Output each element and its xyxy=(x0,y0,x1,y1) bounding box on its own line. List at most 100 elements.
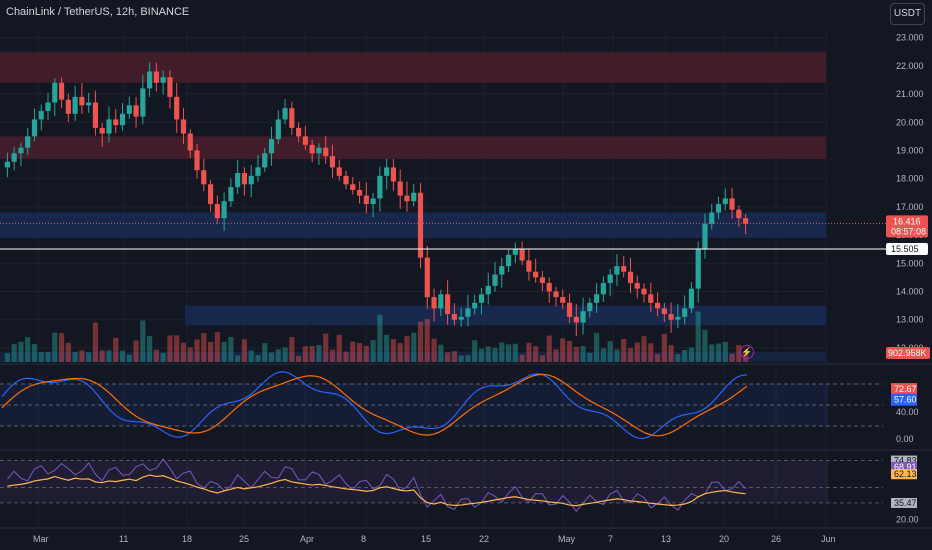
volume-bar xyxy=(621,338,627,362)
candle-body xyxy=(695,249,701,289)
candle-body xyxy=(715,204,722,213)
volume-bar xyxy=(262,343,268,362)
rsi-ma-line xyxy=(7,474,746,507)
volume-bar xyxy=(445,352,451,362)
candle-body xyxy=(560,297,566,303)
time-tick: 7 xyxy=(608,534,613,544)
candle-body xyxy=(296,127,302,137)
volume-bar xyxy=(600,348,606,362)
candle-body xyxy=(533,271,539,278)
level-label: 15.505 xyxy=(891,244,919,254)
candle-body xyxy=(478,294,485,303)
candle-body xyxy=(688,288,695,309)
volume-bar xyxy=(594,332,600,362)
candle-body xyxy=(438,294,444,309)
volume-bar xyxy=(268,352,275,362)
candle-body xyxy=(336,167,342,176)
volume-bar xyxy=(451,351,457,362)
volume-bar xyxy=(465,355,471,362)
price-tick: 15.000 xyxy=(896,258,924,268)
volume-bar xyxy=(336,334,342,362)
time-tick: 18 xyxy=(182,534,192,544)
volume-bar xyxy=(634,342,640,362)
volume-bar xyxy=(722,341,728,362)
candle-body xyxy=(566,302,573,317)
candle-body xyxy=(736,209,742,219)
candle-body xyxy=(275,119,281,140)
volume-bar xyxy=(167,335,173,362)
symbol-title[interactable]: ChainLink / TetherUS, 12h, BINANCE xyxy=(6,6,190,18)
price-axis[interactable]: 23.000 22.000 21.000 20.000 19.000 18.000 17.0… xyxy=(886,33,930,525)
volume-bar xyxy=(587,352,593,362)
time-tick: 20 xyxy=(719,534,729,544)
volume-bars xyxy=(4,311,749,362)
supply-zone xyxy=(0,51,826,83)
candle-body xyxy=(167,77,173,97)
candle-body xyxy=(235,173,241,188)
time-tick: 11 xyxy=(119,534,128,544)
candle-body xyxy=(323,147,329,157)
candle-body xyxy=(99,127,105,134)
volume-bar xyxy=(417,321,424,362)
candle-body xyxy=(519,249,525,261)
candle-body xyxy=(709,212,715,224)
candle-body xyxy=(180,119,187,134)
candle-body xyxy=(133,105,139,117)
candle-body xyxy=(492,274,498,286)
volume-bar xyxy=(397,342,403,362)
volume-bar xyxy=(499,342,505,362)
candle-body xyxy=(641,288,647,295)
volume-bar xyxy=(106,350,112,362)
volume-bar xyxy=(296,355,302,362)
candle-body xyxy=(397,181,403,196)
volume-bar xyxy=(4,353,10,362)
candle-body xyxy=(160,77,166,83)
candle-body xyxy=(221,201,227,219)
candle-body xyxy=(194,150,200,171)
currency-button[interactable]: USDT xyxy=(890,3,925,25)
volume-bar xyxy=(207,341,214,362)
candle-body xyxy=(580,311,586,323)
countdown-label: 08:57:08 xyxy=(891,226,926,236)
candle-body xyxy=(404,195,410,202)
volume-bar xyxy=(648,343,654,362)
volume-bar xyxy=(302,346,308,362)
volume-bar xyxy=(702,329,708,362)
volume-bar xyxy=(607,341,613,362)
volume-bar xyxy=(180,342,187,362)
stochastic-pane xyxy=(0,371,883,440)
stoch-d-line xyxy=(1,373,748,437)
volume-bar xyxy=(370,340,376,362)
candle-body xyxy=(119,113,126,126)
candle-body xyxy=(309,144,315,154)
candle-body xyxy=(424,257,430,298)
candle-body xyxy=(614,266,620,275)
volume-bar xyxy=(160,352,166,362)
rsi-tick: 20.00 xyxy=(896,515,919,525)
candle-body xyxy=(79,96,85,106)
candle-body xyxy=(11,153,17,162)
candle-body xyxy=(329,156,336,168)
candle-body xyxy=(201,170,207,185)
candle-body xyxy=(682,308,688,317)
rsi-upper-label-bg xyxy=(891,455,917,466)
candle-body xyxy=(445,294,451,315)
candle-body xyxy=(356,189,363,196)
volume-bar xyxy=(411,332,417,362)
stoch-tick: 0.00 xyxy=(896,434,914,444)
volume-bar xyxy=(343,351,349,362)
time-axis[interactable]: Mar 11 18 25 Apr 8 15 22 May 7 13 20 26 Jun xyxy=(33,534,836,544)
volume-bar xyxy=(614,349,620,362)
candle-body xyxy=(302,136,308,145)
zones xyxy=(0,51,826,362)
volume-bar xyxy=(485,346,491,362)
volume-bar xyxy=(729,353,735,362)
volume-bar xyxy=(329,349,336,362)
price-tick: 23.000 xyxy=(896,33,924,43)
demand-zone xyxy=(0,212,826,238)
volume-bar xyxy=(350,341,356,362)
lightning-icon[interactable]: ⚡ xyxy=(740,345,754,359)
candle-body xyxy=(654,302,661,309)
volume-bar xyxy=(519,354,525,362)
